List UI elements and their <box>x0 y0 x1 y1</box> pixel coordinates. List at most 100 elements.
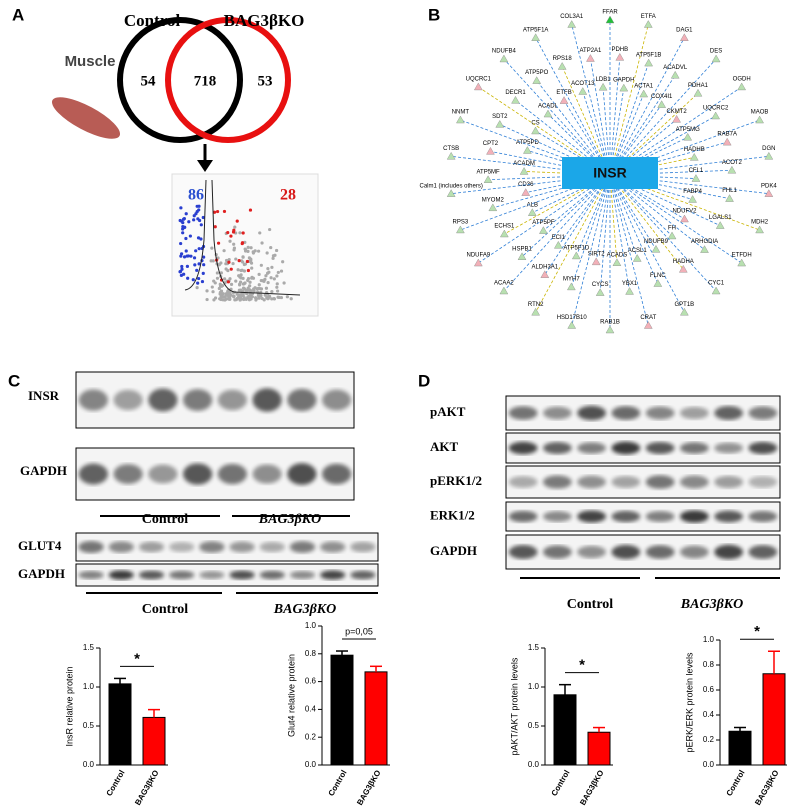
blot-band <box>169 541 195 553</box>
volcano-dot <box>222 298 227 302</box>
volcano-dot <box>252 287 256 291</box>
node-label: MYH7 <box>563 277 580 283</box>
volcano-dot <box>226 268 230 273</box>
significance-label: * <box>134 650 140 667</box>
node <box>612 258 622 266</box>
blot-band <box>577 475 607 489</box>
node-label: CPT2 <box>483 141 499 147</box>
volcano-dot <box>241 255 245 259</box>
venn-label: BAG3βKO <box>224 11 305 30</box>
volcano-dot <box>186 276 190 280</box>
y-tick-label: 1.5 <box>528 643 540 652</box>
node <box>598 82 608 91</box>
volcano-dot <box>209 259 213 263</box>
volcano-dot <box>179 206 183 210</box>
significance-label: * <box>579 657 585 674</box>
node <box>688 195 697 203</box>
volcano-dot <box>269 276 273 280</box>
node-label: RAB7A <box>717 132 737 138</box>
node <box>586 54 595 62</box>
volcano-dot <box>215 276 220 280</box>
edge <box>571 174 611 326</box>
venn-count: 53 <box>258 73 273 89</box>
edge <box>547 113 611 176</box>
volcano-dot <box>205 289 209 293</box>
node-label: CFL1 <box>689 168 704 174</box>
bar <box>108 683 132 766</box>
volcano-dot <box>240 241 245 245</box>
volcano-dot <box>270 265 274 269</box>
blot-band <box>645 545 675 559</box>
node-label: ATP5F1D <box>563 246 590 252</box>
node <box>639 89 649 98</box>
node-label: ACADM <box>513 161 535 167</box>
volcano-dot <box>238 280 243 284</box>
node-label: CYC1 <box>708 281 725 287</box>
edge <box>609 37 685 176</box>
volcano-dot <box>202 255 206 259</box>
blot-band <box>148 388 178 412</box>
blot-band <box>78 541 104 553</box>
blot-band <box>229 570 255 580</box>
volcano-dot <box>267 270 271 274</box>
volcano-dot <box>224 262 228 266</box>
edge <box>609 24 649 176</box>
blot-band <box>78 570 104 580</box>
blot-band <box>508 545 538 559</box>
y-tick-label: 0.0 <box>528 760 540 769</box>
node-label: NDUFA9 <box>466 253 490 259</box>
node <box>651 244 661 253</box>
volcano-dot <box>213 281 217 285</box>
y-tick-label: 0.2 <box>305 732 317 741</box>
blot-band <box>611 510 641 523</box>
blot-band <box>679 510 709 523</box>
blot-band <box>508 441 538 455</box>
edge <box>503 174 611 292</box>
node <box>755 115 764 124</box>
blot-band <box>113 389 143 411</box>
edge <box>609 174 742 264</box>
panel-label: A <box>12 5 24 24</box>
volcano-dot <box>231 261 235 266</box>
volcano-dot <box>260 241 264 245</box>
edge <box>609 119 677 176</box>
node-label: PDK4 <box>761 183 777 189</box>
volcano-dot <box>232 242 236 246</box>
volcano-dot <box>242 262 246 267</box>
edge <box>609 174 649 326</box>
bar <box>762 673 786 766</box>
volcano-dot <box>179 219 183 223</box>
volcano-dot <box>275 285 279 289</box>
group-label: BAG3βKO <box>680 597 743 612</box>
blot-band <box>108 570 134 580</box>
volcano-dot <box>246 268 250 273</box>
volcano-dot <box>264 274 268 278</box>
volcano-dot <box>182 255 187 259</box>
volcano-dot <box>179 273 184 277</box>
volcano-dot <box>259 294 263 298</box>
volcano-dot <box>192 218 196 222</box>
x-tick-label: Control <box>550 769 572 798</box>
blot-band <box>542 511 572 522</box>
node-label: ATP5F1B <box>636 53 662 59</box>
blot-band <box>217 389 247 411</box>
volcano-dot <box>236 268 240 272</box>
volcano-dot <box>205 297 209 302</box>
volcano-dot <box>200 279 205 284</box>
blot-label: INSR <box>28 388 60 403</box>
blots: INSR GAPDH Control BAG3βKO GLUT4 GAPDH Control… <box>18 371 781 617</box>
edge <box>543 174 611 231</box>
volcano-dot <box>241 260 245 264</box>
node-label: ACADL <box>538 104 559 110</box>
node-label: FHL1 <box>722 188 737 194</box>
node <box>519 167 529 175</box>
node-label: Calm1 (includes others) <box>419 183 482 189</box>
volcano-dot <box>229 234 233 238</box>
node <box>737 258 747 267</box>
node <box>689 152 699 161</box>
volcano-dot <box>238 298 242 302</box>
blot-band <box>645 475 675 489</box>
blot-band <box>542 545 572 559</box>
volcano-dot <box>193 263 197 267</box>
node <box>680 33 689 41</box>
